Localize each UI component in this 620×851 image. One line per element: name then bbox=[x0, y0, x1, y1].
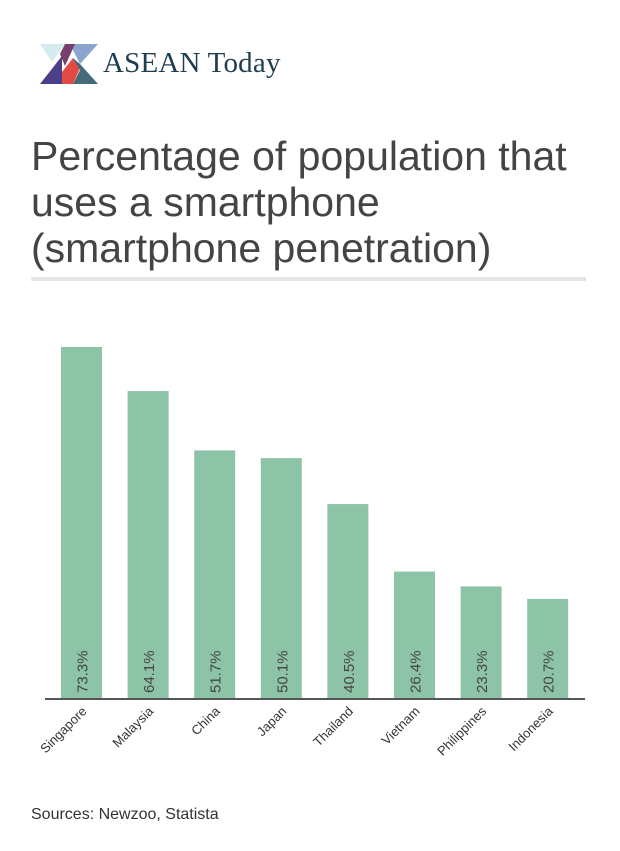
category-label: Vietnam bbox=[378, 704, 422, 748]
category-label: Philippines bbox=[434, 703, 489, 758]
category-label: Indonesia bbox=[505, 703, 556, 754]
bar-chart: 73.3% Singapore 64.1% Malaysia 51.7% China 50.… bbox=[37, 347, 585, 759]
bar-vietnam bbox=[394, 571, 435, 698]
brand-name: ASEAN Today bbox=[103, 47, 281, 79]
data-label: 23.3% bbox=[474, 650, 491, 693]
bar-philippines bbox=[460, 586, 502, 698]
data-label: 26.4% bbox=[408, 650, 425, 693]
source-note: Sources: Newzoo, Statista bbox=[31, 806, 219, 823]
data-label: 40.5% bbox=[341, 650, 358, 693]
data-label: 73.3% bbox=[75, 650, 92, 693]
category-label: Singapore bbox=[37, 704, 90, 757]
chart-title: Percentage of population that uses a sma… bbox=[31, 133, 567, 271]
category-label: Malaysia bbox=[109, 703, 156, 750]
bar-singapore bbox=[61, 347, 102, 698]
bar-malaysia bbox=[127, 391, 169, 698]
category-label: Thailand bbox=[310, 704, 356, 750]
bar-thailand bbox=[327, 504, 369, 698]
data-label: 64.1% bbox=[141, 650, 158, 693]
data-label: 50.1% bbox=[274, 650, 291, 693]
data-label: 20.7% bbox=[541, 650, 558, 693]
category-label: China bbox=[188, 703, 223, 738]
data-label: 51.7% bbox=[208, 650, 225, 693]
bar-japan bbox=[260, 458, 302, 698]
bar-indonesia bbox=[527, 598, 569, 698]
category-label: Japan bbox=[254, 704, 290, 740]
bar-china bbox=[194, 450, 236, 698]
asean-today-logo-icon bbox=[40, 44, 98, 84]
title-divider bbox=[31, 277, 586, 281]
